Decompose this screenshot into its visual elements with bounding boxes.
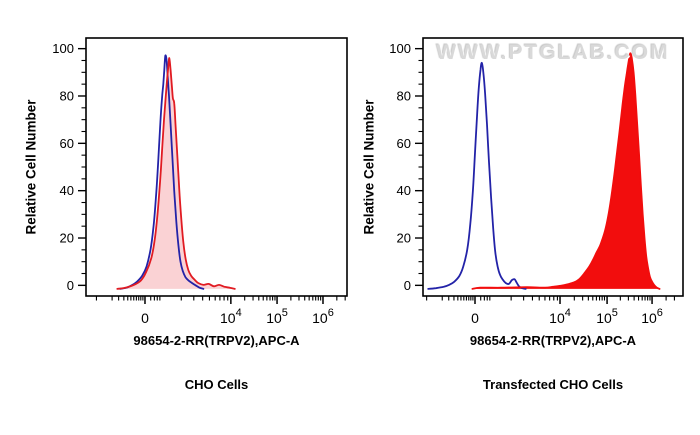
- flow-histogram-cho: 0 20 40 60 80 100 0 104 105 106: [52, 37, 348, 326]
- plot-border: [85, 37, 348, 297]
- y-tick-label: 80: [397, 88, 411, 103]
- x-axis-label: 98654-2-RR(TRPV2),APC-A: [469, 333, 637, 348]
- x-tick-label: 104: [220, 307, 242, 326]
- panel-caption: Transfected CHO Cells: [482, 377, 624, 392]
- series-fill: [472, 53, 660, 289]
- panel-transfected-cho-cells: Relative Cell Number 0 20 40 60 80 100 0 104 105…: [350, 0, 700, 435]
- x-axis-label: 98654-2-RR(TRPV2),APC-A: [133, 333, 300, 348]
- series-line: [119, 54, 205, 290]
- series-line: [471, 52, 661, 290]
- y-tick-label: 60: [60, 136, 74, 151]
- y-tick-label: 20: [397, 231, 411, 246]
- y-tick-label: 0: [404, 278, 411, 293]
- series-line: [116, 57, 236, 290]
- series-fill: [117, 58, 235, 289]
- flow-histogram-transfected-cho: 0 20 40 60 80 100 0 104 105 106: [389, 37, 684, 326]
- series-line: [427, 61, 527, 290]
- ptglab-watermark: WWW.PTGLAB.COM: [436, 41, 670, 64]
- y-tick-label: 100: [52, 41, 74, 56]
- y-tick-label: 40: [60, 183, 74, 198]
- y-tick-label: 80: [60, 88, 74, 103]
- y-tick-label: 60: [397, 136, 411, 151]
- x-tick-label: 105: [266, 307, 288, 326]
- y-tick-label: 0: [67, 278, 74, 293]
- panel-cho-cells: Relative Cell Number 0 20 40 60 80 100 0 104 105…: [24, 37, 348, 392]
- y-tick-label: 20: [60, 231, 74, 246]
- y-tick-label: 100: [389, 41, 411, 56]
- x-tick-label: 0: [471, 310, 479, 326]
- y-tick-label: 40: [397, 183, 411, 198]
- x-tick-label: 106: [312, 307, 334, 326]
- x-tick-label: 0: [141, 310, 149, 326]
- x-tick-label: 106: [641, 307, 663, 326]
- x-tick-label: 104: [549, 307, 571, 326]
- x-tick-label: 105: [596, 307, 618, 326]
- panel-caption: CHO Cells: [184, 377, 249, 392]
